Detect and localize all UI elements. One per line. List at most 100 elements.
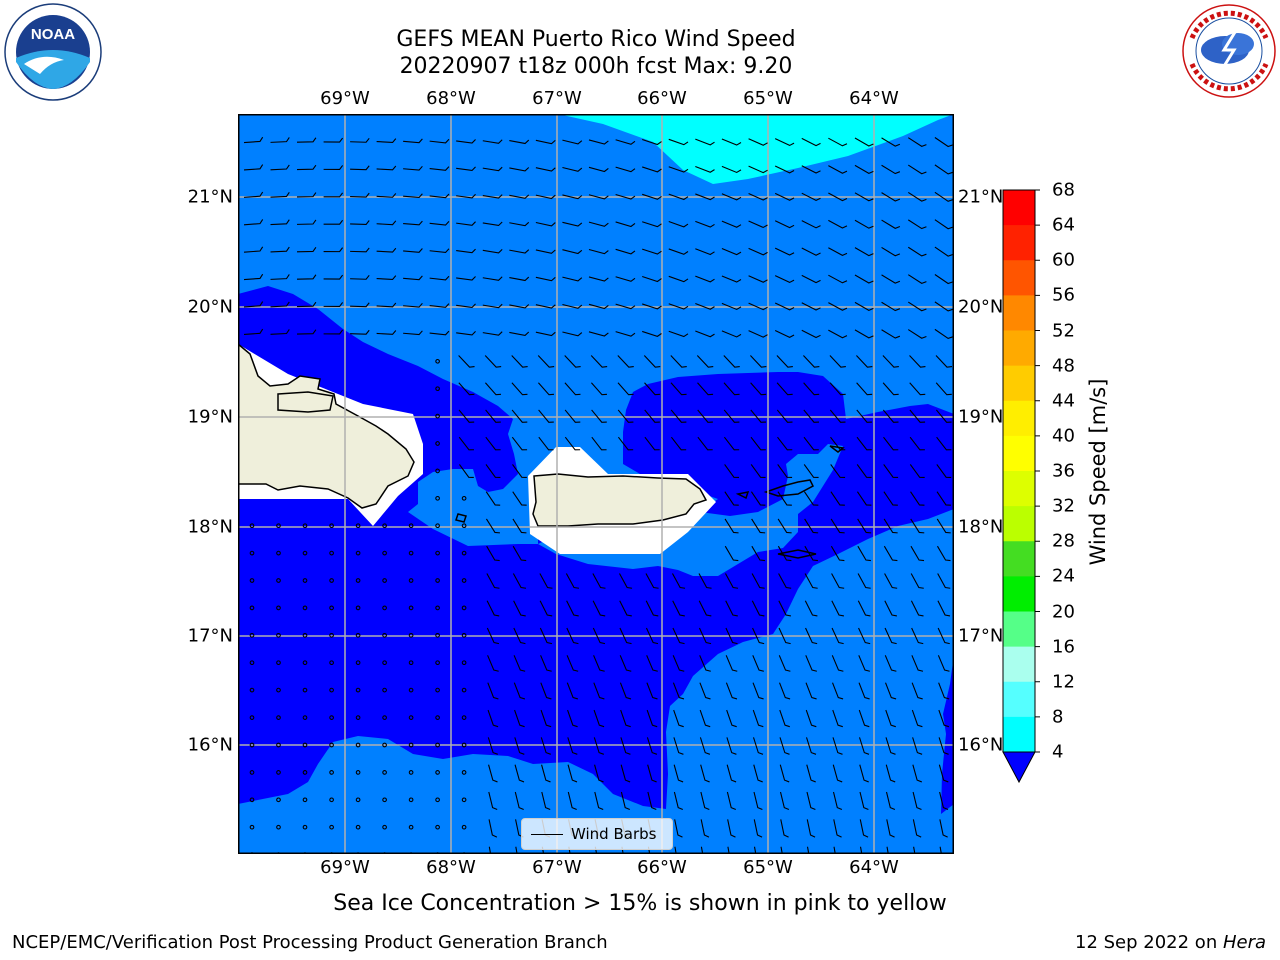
wind-barb	[276, 578, 281, 583]
wind-barb	[329, 523, 334, 529]
wind-barb	[512, 545, 527, 562]
wind-barb	[382, 742, 387, 748]
wind-barb	[511, 436, 528, 451]
footer-machine: Hera	[1222, 932, 1266, 953]
wind-barb	[382, 605, 387, 611]
wind-barb	[646, 655, 658, 672]
wind-barb	[832, 682, 844, 700]
wind-barb	[698, 573, 712, 589]
wind-barb	[376, 138, 397, 144]
wind-barb	[856, 436, 872, 451]
lat-label-right: 20°N	[958, 296, 1004, 318]
wind-barb	[750, 409, 767, 423]
lat-label-right: 21°N	[958, 186, 1004, 208]
wind-barb	[249, 605, 255, 611]
land-culebra	[735, 491, 750, 500]
wind-barb	[408, 797, 414, 803]
wind-barb	[488, 819, 498, 838]
wind-barb	[671, 573, 686, 589]
wind-barb	[934, 164, 954, 175]
wind-barb	[593, 682, 605, 700]
wind-barb	[752, 655, 764, 672]
wind-barb	[509, 249, 530, 254]
wind-barb	[779, 737, 790, 755]
wind-barb	[620, 709, 631, 728]
wind-barb	[856, 409, 873, 423]
wind-barb	[302, 523, 308, 529]
wind-barb	[593, 655, 605, 672]
wind-barb	[806, 846, 815, 854]
wind-barb	[302, 824, 308, 830]
wind-barb	[907, 329, 927, 339]
wind-barb	[296, 329, 317, 335]
lat-label-right: 17°N	[958, 625, 1004, 647]
wind-barb	[884, 573, 898, 589]
wind-barb	[323, 137, 344, 143]
wind-barb	[296, 164, 317, 171]
wind-barb	[249, 797, 255, 803]
wind-barb	[511, 355, 528, 368]
colorbar-band	[1003, 365, 1035, 402]
wind-barb	[482, 221, 503, 227]
wind-barb	[249, 770, 255, 775]
wind-barb	[856, 464, 872, 479]
wind-barb	[939, 819, 948, 838]
wind-barb	[885, 709, 896, 728]
wind-barb	[515, 846, 524, 854]
wind-barb	[323, 329, 344, 335]
wind-barb	[539, 627, 553, 645]
wind-barb	[937, 600, 951, 617]
wind-barb	[803, 382, 820, 396]
wind-barb	[355, 632, 361, 638]
wind-barb	[936, 545, 951, 562]
wind-barb	[724, 573, 739, 589]
wind-barb	[276, 797, 281, 803]
wind-barb	[936, 436, 952, 451]
wind-barb	[695, 303, 715, 310]
wind-barb	[350, 302, 370, 308]
wind-barb	[435, 770, 440, 775]
colorbar-band	[1003, 330, 1035, 367]
wind-barb	[382, 660, 387, 666]
wind-barb	[456, 276, 476, 281]
wind-barb	[620, 737, 631, 755]
wind-barb	[435, 441, 440, 446]
colorbar-tick-label: 44	[1052, 390, 1075, 412]
wind-barb	[355, 742, 361, 748]
wind-barb	[935, 382, 952, 396]
wind-barb	[482, 331, 503, 336]
wind-barb	[588, 303, 609, 310]
wind-barb	[674, 819, 683, 838]
wind-barb	[619, 655, 632, 672]
wind-barb	[721, 138, 742, 146]
wind-barb	[540, 737, 551, 755]
wind-barb	[429, 166, 450, 171]
colorbar-band	[1003, 435, 1035, 472]
wind-barb	[858, 682, 870, 700]
wind-barb	[854, 329, 874, 339]
wind-barb	[591, 436, 607, 451]
colorbar	[1002, 189, 1040, 784]
wind-barb	[907, 192, 927, 202]
wind-barb	[509, 167, 530, 172]
wind-barb	[721, 330, 742, 338]
wind-barb	[511, 409, 528, 423]
wind-barb	[804, 518, 819, 534]
wind-barb	[801, 274, 821, 284]
wind-barb	[486, 573, 500, 589]
wind-barb	[725, 682, 738, 700]
colorbar-band	[1003, 260, 1035, 296]
wind-barb	[857, 573, 871, 589]
wind-barb	[642, 221, 662, 228]
wind-barb	[801, 220, 821, 229]
wind-barb	[461, 605, 467, 611]
wind-barb	[780, 819, 789, 838]
wind-barb	[752, 682, 764, 700]
wind-barb	[724, 464, 739, 479]
wind-barb	[642, 193, 662, 200]
lat-label-right: 16°N	[958, 734, 1004, 756]
wind-barb	[249, 632, 255, 638]
wind-barb	[435, 632, 440, 638]
wind-barb	[881, 329, 901, 339]
wind-barb	[564, 355, 581, 368]
